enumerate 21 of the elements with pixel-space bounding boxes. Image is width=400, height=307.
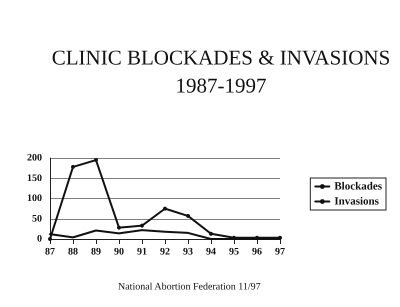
x-tick-label: 97 xyxy=(275,246,285,258)
text: National Abortion Federation 11/97 xyxy=(118,282,261,292)
legend-label: Blockades xyxy=(334,180,383,192)
x-tick-label: 92 xyxy=(160,246,170,258)
y-tick-label: 50 xyxy=(32,213,42,224)
x-tick-label: 87 xyxy=(45,246,55,258)
y-tick-label: 200 xyxy=(27,152,42,164)
legend-label: Invasions xyxy=(334,196,380,208)
x-tick-label: 95 xyxy=(229,246,239,258)
x-tick-label: 89 xyxy=(91,246,101,258)
y-tick-label: 0 xyxy=(37,234,42,244)
y-tick-label: 100 xyxy=(27,193,42,204)
x-tick-label: 96 xyxy=(252,246,262,258)
chart-title: CLINIC BLOCKADES & INVASIONS xyxy=(52,46,390,70)
x-tick-label: 93 xyxy=(183,246,193,258)
x-tick-label: 88 xyxy=(68,246,78,258)
x-tick-label: 94 xyxy=(206,246,216,258)
y-tick-label: 150 xyxy=(27,172,42,184)
x-tick-label: 90 xyxy=(114,246,124,258)
x-tick-label: 91 xyxy=(137,246,147,258)
chart-subtitle: 1987-1997 xyxy=(176,74,266,98)
